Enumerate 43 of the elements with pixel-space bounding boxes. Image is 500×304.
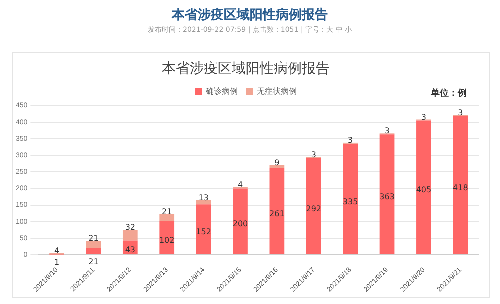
chart-title: 本省涉疫区域阳性病例报告 xyxy=(162,61,330,78)
bar xyxy=(160,221,175,255)
data-label: 200 xyxy=(232,220,248,229)
bar xyxy=(122,230,138,241)
bar xyxy=(343,144,358,255)
bar xyxy=(86,241,102,248)
data-label: 405 xyxy=(416,186,432,195)
data-label: 13 xyxy=(198,193,209,202)
data-label: 43 xyxy=(125,246,136,255)
data-label: 9 xyxy=(274,158,280,168)
data-label: 3 xyxy=(348,136,354,146)
bar xyxy=(86,248,102,255)
data-label: 21 xyxy=(88,234,99,244)
data-label: 363 xyxy=(380,192,395,202)
data-label: 102 xyxy=(159,236,175,245)
bar xyxy=(306,158,322,255)
bar xyxy=(233,188,248,255)
data-label: 21 xyxy=(162,207,172,216)
data-label: 261 xyxy=(270,210,285,219)
data-label: 3 xyxy=(384,126,390,136)
data-label: 3 xyxy=(311,150,316,160)
text: 单位：例 xyxy=(431,88,467,100)
bar xyxy=(270,165,285,168)
data-label: 418 xyxy=(453,184,468,193)
bar xyxy=(196,204,212,255)
bar xyxy=(270,168,285,255)
legend-label: 无症状病例 xyxy=(257,87,297,96)
bar xyxy=(380,134,395,255)
data-label: 4 xyxy=(238,180,244,190)
text: 本省涉疫区域阳性病例报告 xyxy=(170,6,329,23)
data-label: 3 xyxy=(421,112,427,122)
data-label: 32 xyxy=(125,223,136,232)
data-label: 335 xyxy=(342,197,358,206)
data-label: 292 xyxy=(306,204,322,214)
data-label: 4 xyxy=(54,246,60,256)
bar xyxy=(453,116,468,255)
data-label: 21 xyxy=(88,258,99,267)
data-label: 3 xyxy=(458,108,464,118)
data-label: 152 xyxy=(196,228,212,237)
data-label: 1 xyxy=(54,258,60,267)
legend-label: 确诊病例 xyxy=(205,87,238,96)
bar xyxy=(160,214,175,222)
bar xyxy=(416,120,432,255)
